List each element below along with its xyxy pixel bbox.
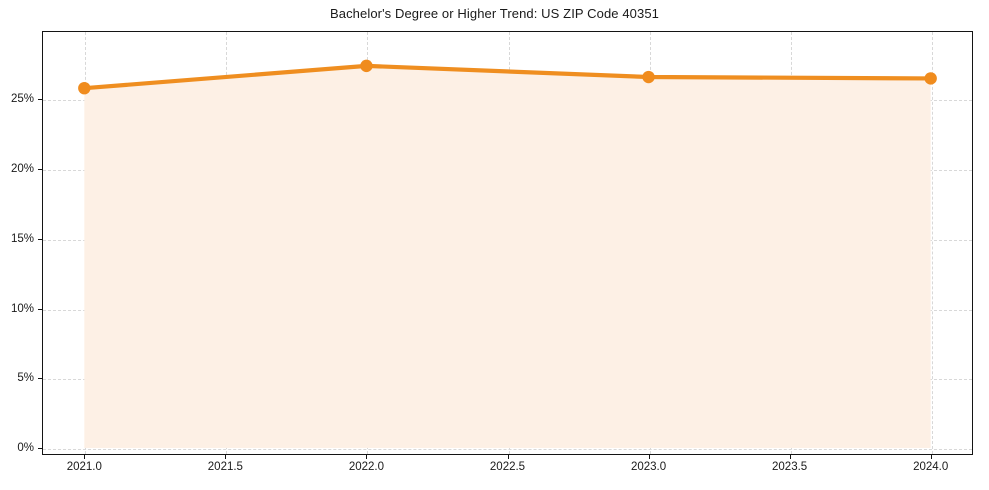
y-axis-tick-mark xyxy=(38,448,42,450)
y-gridline xyxy=(43,239,972,241)
y-axis-tick-label: 10% xyxy=(10,302,34,315)
y-axis-tick-mark xyxy=(38,308,42,310)
y-axis-tick-mark xyxy=(38,238,42,240)
x-axis-tick-mark xyxy=(789,455,791,459)
x-axis-tick-label: 2021.5 xyxy=(207,461,243,473)
x-axis-tick-label: 2021.0 xyxy=(66,461,102,473)
y-axis-tick-mark xyxy=(38,169,42,171)
x-gridline xyxy=(790,32,792,454)
chart-title: Bachelor's Degree or Higher Trend: US ZI… xyxy=(329,6,659,21)
y-axis-tick-mark xyxy=(38,378,42,380)
y-gridline xyxy=(43,379,972,381)
x-axis-tick-mark xyxy=(648,455,650,459)
x-axis-tick-mark xyxy=(507,455,509,459)
y-gridline xyxy=(43,100,972,102)
y-axis-tick-label: 20% xyxy=(10,163,34,176)
x-gridline xyxy=(931,32,933,454)
x-gridline xyxy=(508,32,510,454)
y-axis-tick-labels: 0% 5% 10% 15% 20% 25% xyxy=(0,0,34,490)
plot-area xyxy=(42,31,973,455)
y-axis-tick-mark xyxy=(38,99,42,101)
x-gridline xyxy=(226,32,228,454)
x-axis-tick-mark xyxy=(366,455,368,459)
x-gridline xyxy=(649,32,651,454)
y-axis-tick-label: 25% xyxy=(10,93,34,106)
y-gridline xyxy=(43,449,972,451)
y-axis-tick-label: 5% xyxy=(17,372,34,385)
y-axis-tick-label: 15% xyxy=(10,232,34,245)
x-axis-tick-label: 2023.5 xyxy=(772,461,808,473)
x-axis-tick-mark xyxy=(84,455,86,459)
y-gridline xyxy=(43,170,972,172)
x-axis-tick-label: 2023.0 xyxy=(630,461,667,473)
x-axis-tick-mark xyxy=(225,455,227,459)
y-gridline xyxy=(43,309,972,311)
x-axis-tick-mark xyxy=(930,455,932,459)
x-axis-tick-label: 2022.5 xyxy=(489,461,526,473)
x-axis-tick-label: 2022.0 xyxy=(348,461,385,473)
x-gridline xyxy=(367,32,369,454)
y-axis-tick-label: 0% xyxy=(17,442,34,455)
x-axis-tick-label: 2024.0 xyxy=(913,461,949,473)
x-gridline xyxy=(85,32,87,454)
